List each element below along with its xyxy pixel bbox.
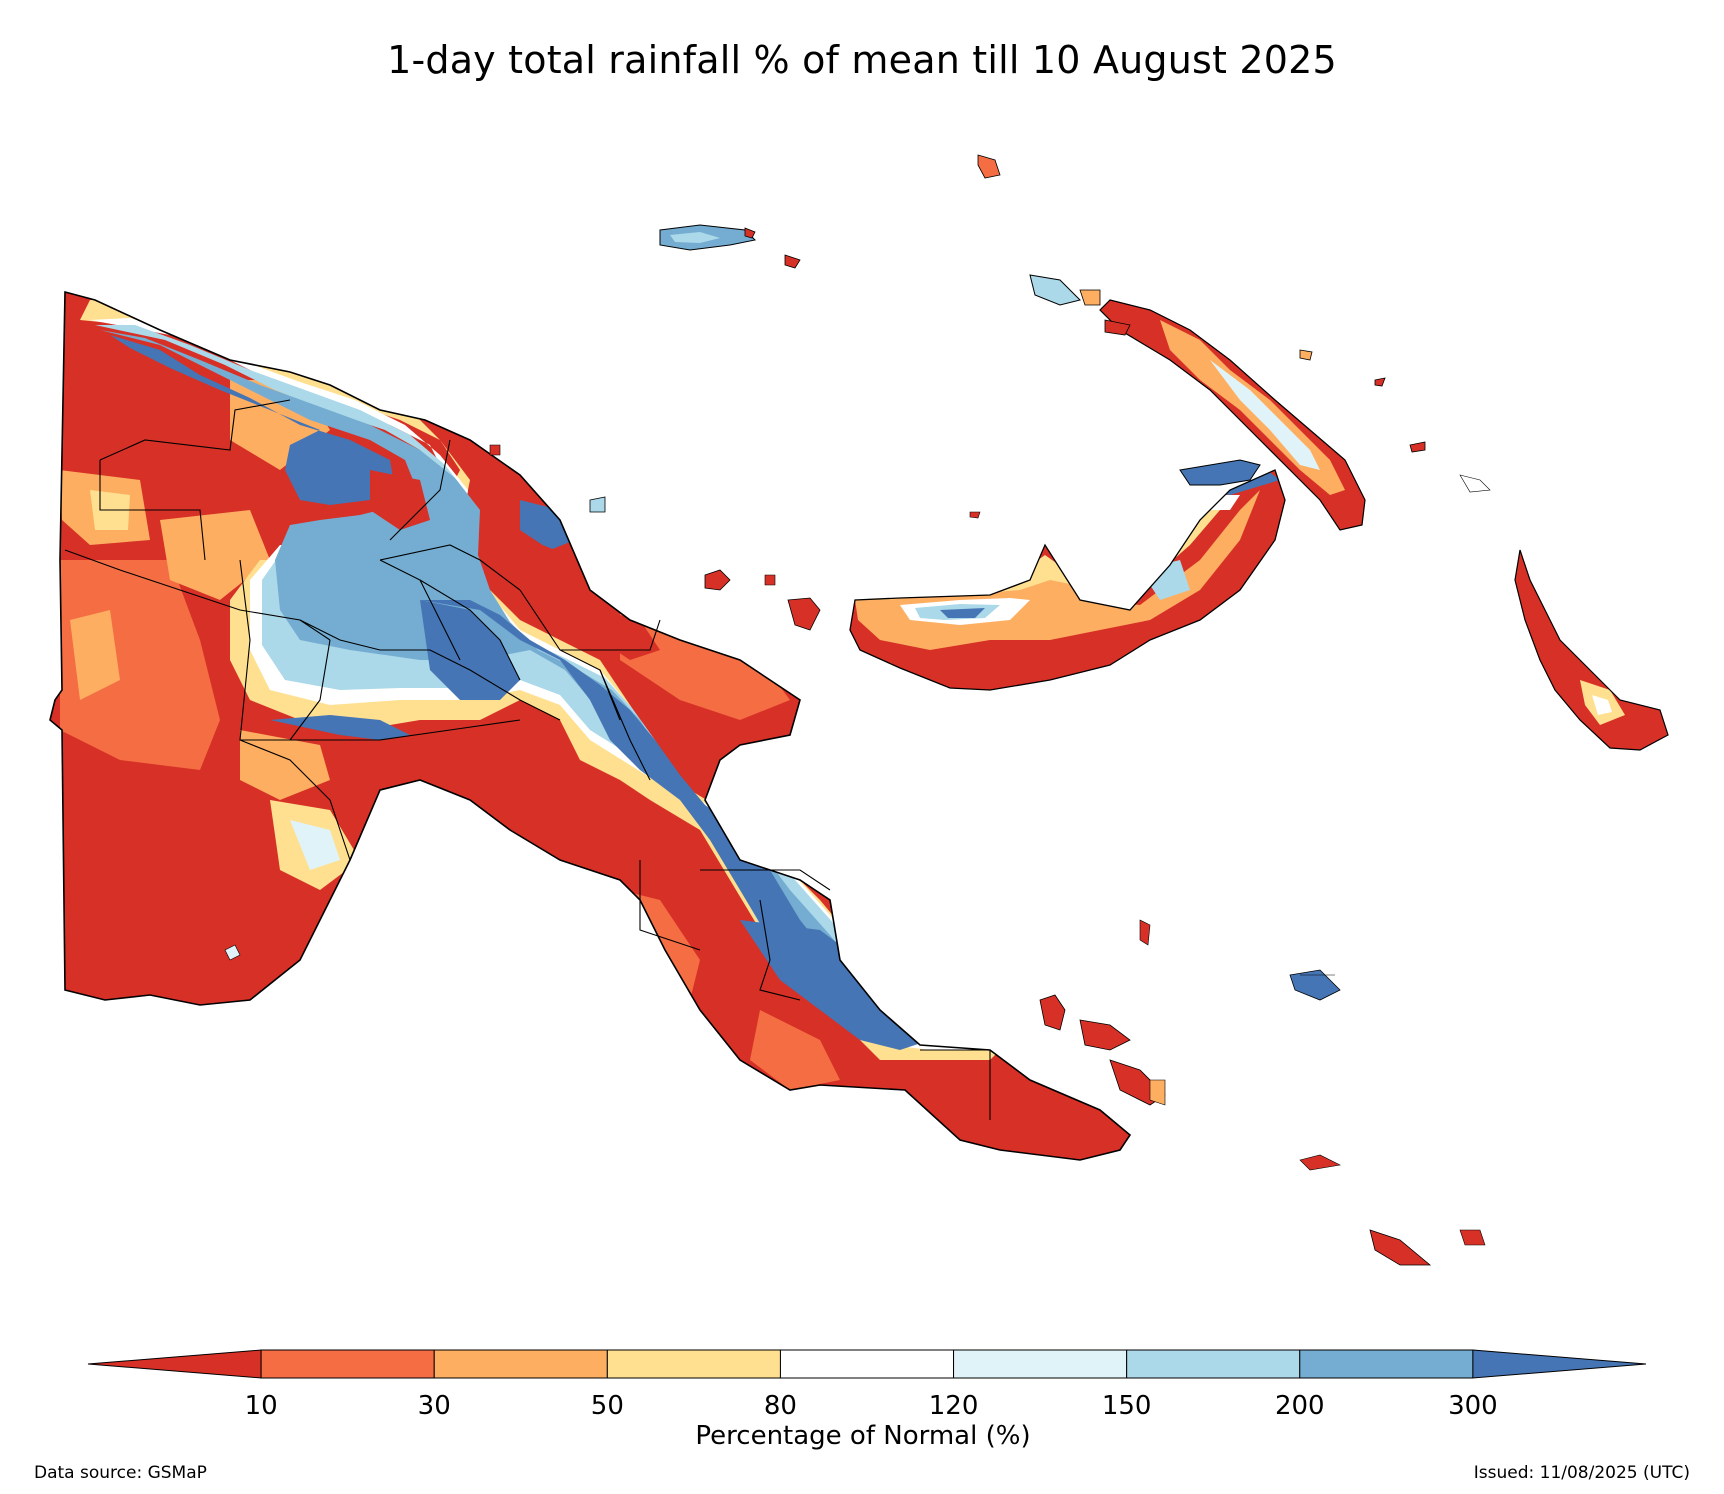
legend-swatch-9 [1472,1349,1647,1379]
legend-tick-label: 30 [418,1391,451,1421]
issued-date: Issued: 11/08/2025 (UTC) [1473,1463,1690,1483]
legend-tick-label: 300 [1448,1391,1498,1421]
legend-label: Percentage of Normal (%) [695,1421,1030,1451]
rainfall-map [49,154,1669,1266]
map-title: 1-day total rainfall % of mean till 10 A… [387,38,1337,82]
legend-tick-label: 120 [929,1391,979,1421]
legend-tick-label: 10 [245,1391,278,1421]
legend-swatch-2 [260,1349,435,1379]
legend-swatch-3 [433,1349,608,1379]
legend-swatch-8 [1299,1349,1474,1379]
legend-swatch-1 [87,1349,262,1379]
legend-swatch-7 [1126,1349,1301,1379]
data-source-note: Data source: GSMaP [34,1463,207,1483]
legend-tick-label: 50 [591,1391,624,1421]
legend-tick-label: 80 [764,1391,797,1421]
legend-swatch-4 [606,1349,781,1379]
legend-swatch-6 [953,1349,1128,1379]
legend-tick-label: 200 [1275,1391,1325,1421]
legend-swatch-5 [779,1349,955,1379]
legend-tick-label: 150 [1102,1391,1152,1421]
